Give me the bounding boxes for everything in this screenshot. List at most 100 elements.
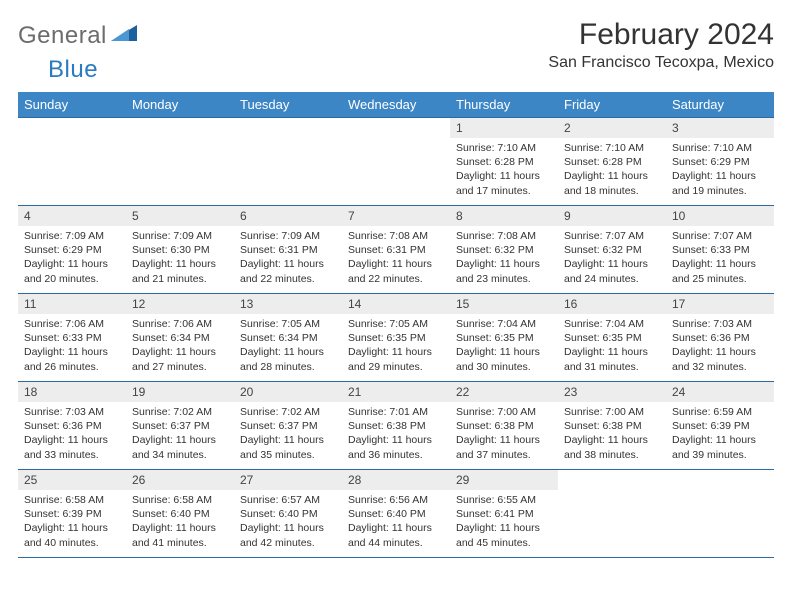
calendar-cell: 10Sunrise: 7:07 AMSunset: 6:33 PMDayligh…: [666, 206, 774, 294]
sunrise-text: Sunrise: 7:05 AM: [240, 317, 336, 331]
sunset-text: Sunset: 6:30 PM: [132, 243, 228, 257]
calendar-cell: [558, 470, 666, 558]
sunset-text: Sunset: 6:41 PM: [456, 507, 552, 521]
day-number: 5: [126, 206, 234, 226]
sunrise-text: Sunrise: 7:04 AM: [456, 317, 552, 331]
daylight-text: Daylight: 11 hours and 27 minutes.: [132, 345, 228, 373]
sunrise-text: Sunrise: 7:02 AM: [132, 405, 228, 419]
day-body: Sunrise: 7:00 AMSunset: 6:38 PMDaylight:…: [450, 402, 558, 466]
logo-text-blue: Blue: [48, 56, 98, 84]
day-body: Sunrise: 7:10 AMSunset: 6:28 PMDaylight:…: [558, 138, 666, 202]
daylight-text: Daylight: 11 hours and 42 minutes.: [240, 521, 336, 549]
calendar-cell: 7Sunrise: 7:08 AMSunset: 6:31 PMDaylight…: [342, 206, 450, 294]
daylight-text: Daylight: 11 hours and 34 minutes.: [132, 433, 228, 461]
calendar-cell: 29Sunrise: 6:55 AMSunset: 6:41 PMDayligh…: [450, 470, 558, 558]
daylight-text: Daylight: 11 hours and 44 minutes.: [348, 521, 444, 549]
sunrise-text: Sunrise: 7:00 AM: [564, 405, 660, 419]
sunset-text: Sunset: 6:40 PM: [348, 507, 444, 521]
calendar-cell: 5Sunrise: 7:09 AMSunset: 6:30 PMDaylight…: [126, 206, 234, 294]
day-body: Sunrise: 7:04 AMSunset: 6:35 PMDaylight:…: [450, 314, 558, 378]
sunrise-text: Sunrise: 6:56 AM: [348, 493, 444, 507]
day-number: 20: [234, 382, 342, 402]
sunset-text: Sunset: 6:39 PM: [672, 419, 768, 433]
daylight-text: Daylight: 11 hours and 32 minutes.: [672, 345, 768, 373]
sunset-text: Sunset: 6:33 PM: [672, 243, 768, 257]
day-body: Sunrise: 7:00 AMSunset: 6:38 PMDaylight:…: [558, 402, 666, 466]
day-body: Sunrise: 7:07 AMSunset: 6:32 PMDaylight:…: [558, 226, 666, 290]
day-body: Sunrise: 7:01 AMSunset: 6:38 PMDaylight:…: [342, 402, 450, 466]
calendar-cell: 1Sunrise: 7:10 AMSunset: 6:28 PMDaylight…: [450, 118, 558, 206]
calendar-cell: 20Sunrise: 7:02 AMSunset: 6:37 PMDayligh…: [234, 382, 342, 470]
sunrise-text: Sunrise: 6:55 AM: [456, 493, 552, 507]
day-body: Sunrise: 7:05 AMSunset: 6:34 PMDaylight:…: [234, 314, 342, 378]
day-number: 15: [450, 294, 558, 314]
sunset-text: Sunset: 6:31 PM: [240, 243, 336, 257]
location: San Francisco Tecoxpa, Mexico: [548, 54, 774, 72]
calendar-cell: 17Sunrise: 7:03 AMSunset: 6:36 PMDayligh…: [666, 294, 774, 382]
daylight-text: Daylight: 11 hours and 25 minutes.: [672, 257, 768, 285]
calendar-cell: [666, 470, 774, 558]
sunset-text: Sunset: 6:34 PM: [240, 331, 336, 345]
weekday-thursday: Thursday: [450, 92, 558, 118]
sunrise-text: Sunrise: 7:10 AM: [672, 141, 768, 155]
day-number: 28: [342, 470, 450, 490]
sunset-text: Sunset: 6:37 PM: [132, 419, 228, 433]
sunset-text: Sunset: 6:35 PM: [564, 331, 660, 345]
daylight-text: Daylight: 11 hours and 29 minutes.: [348, 345, 444, 373]
sunset-text: Sunset: 6:37 PM: [240, 419, 336, 433]
daylight-text: Daylight: 11 hours and 20 minutes.: [24, 257, 120, 285]
day-body: Sunrise: 7:09 AMSunset: 6:30 PMDaylight:…: [126, 226, 234, 290]
day-number: 13: [234, 294, 342, 314]
day-number: 2: [558, 118, 666, 138]
calendar-cell: 28 Sunrise: 6:56 AMSunset: 6:40 PMDayligh…: [342, 470, 450, 558]
day-body: Sunrise: 7:04 AMSunset: 6:35 PMDaylight:…: [558, 314, 666, 378]
day-body: Sunrise: 7:09 AMSunset: 6:31 PMDaylight:…: [234, 226, 342, 290]
day-body: Sunrise: 7:02 AMSunset: 6:37 PMDaylight:…: [234, 402, 342, 466]
day-body: Sunrise: 6:57 AMSunset: 6:40 PMDaylight:…: [234, 490, 342, 554]
daylight-text: Daylight: 11 hours and 19 minutes.: [672, 169, 768, 197]
day-number: 12: [126, 294, 234, 314]
calendar-cell: [234, 118, 342, 206]
calendar-week: 25Sunrise: 6:58 AMSunset: 6:39 PMDayligh…: [18, 470, 774, 558]
sunrise-text: Sunrise: 7:09 AM: [24, 229, 120, 243]
calendar-cell: 19Sunrise: 7:02 AMSunset: 6:37 PMDayligh…: [126, 382, 234, 470]
daylight-text: Daylight: 11 hours and 21 minutes.: [132, 257, 228, 285]
sunset-text: Sunset: 6:40 PM: [240, 507, 336, 521]
day-body: Sunrise: 7:06 AMSunset: 6:34 PMDaylight:…: [126, 314, 234, 378]
day-body: Sunrise: 7:08 AMSunset: 6:32 PMDaylight:…: [450, 226, 558, 290]
day-body: Sunrise: 7:06 AMSunset: 6:33 PMDaylight:…: [18, 314, 126, 378]
sunrise-text: Sunrise: 7:03 AM: [672, 317, 768, 331]
sunrise-text: Sunrise: 7:03 AM: [24, 405, 120, 419]
day-number: 22: [450, 382, 558, 402]
sunset-text: Sunset: 6:38 PM: [348, 419, 444, 433]
sunrise-text: Sunrise: 7:00 AM: [456, 405, 552, 419]
daylight-text: Daylight: 11 hours and 18 minutes.: [564, 169, 660, 197]
calendar-cell: 15Sunrise: 7:04 AMSunset: 6:35 PMDayligh…: [450, 294, 558, 382]
daylight-text: Daylight: 11 hours and 17 minutes.: [456, 169, 552, 197]
day-body: Sunrise: 7:10 AMSunset: 6:29 PMDaylight:…: [666, 138, 774, 202]
weekday-tuesday: Tuesday: [234, 92, 342, 118]
sunset-text: Sunset: 6:28 PM: [564, 155, 660, 169]
daylight-text: Daylight: 11 hours and 23 minutes.: [456, 257, 552, 285]
day-number: 18: [18, 382, 126, 402]
calendar-cell: 18Sunrise: 7:03 AMSunset: 6:36 PMDayligh…: [18, 382, 126, 470]
daylight-text: Daylight: 11 hours and 24 minutes.: [564, 257, 660, 285]
day-number: 9: [558, 206, 666, 226]
day-body: Sunrise: 7:07 AMSunset: 6:33 PMDaylight:…: [666, 226, 774, 290]
daylight-text: Daylight: 11 hours and 33 minutes.: [24, 433, 120, 461]
sunset-text: Sunset: 6:35 PM: [456, 331, 552, 345]
day-number: 26: [126, 470, 234, 490]
sunset-text: Sunset: 6:34 PM: [132, 331, 228, 345]
sunset-text: Sunset: 6:38 PM: [456, 419, 552, 433]
day-number: 27: [234, 470, 342, 490]
sunrise-text: Sunrise: 7:07 AM: [564, 229, 660, 243]
day-number: 7: [342, 206, 450, 226]
sunrise-text: Sunrise: 6:57 AM: [240, 493, 336, 507]
calendar-cell: 21Sunrise: 7:01 AMSunset: 6:38 PMDayligh…: [342, 382, 450, 470]
sunrise-text: Sunrise: 6:59 AM: [672, 405, 768, 419]
day-number: 25: [18, 470, 126, 490]
day-number: 24: [666, 382, 774, 402]
sunrise-text: Sunrise: 6:58 AM: [24, 493, 120, 507]
day-number: 21: [342, 382, 450, 402]
day-number: 29: [450, 470, 558, 490]
